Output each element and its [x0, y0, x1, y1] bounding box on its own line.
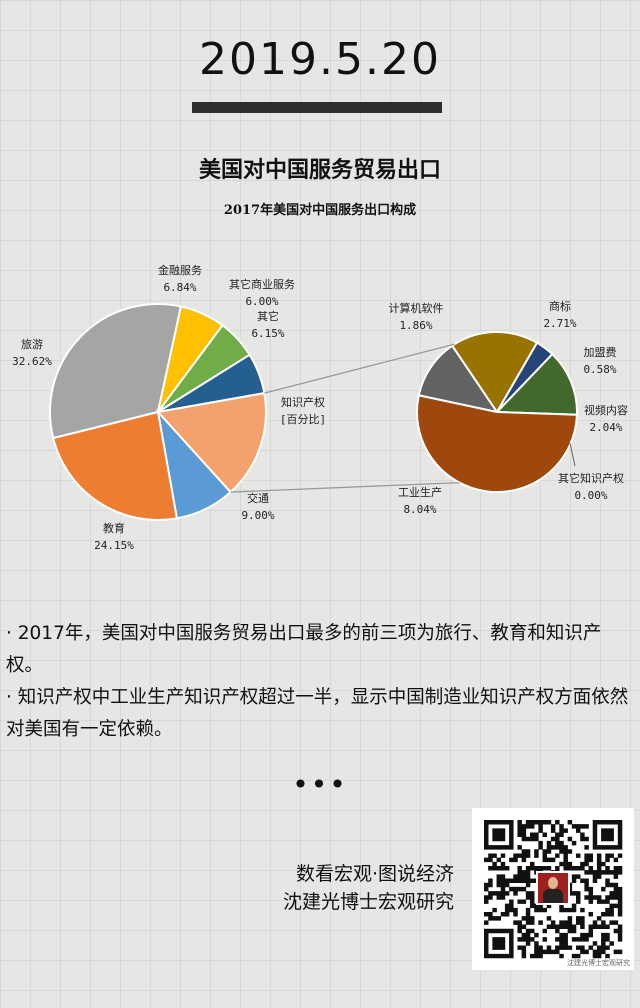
ip-label-3-name: 视频内容 — [584, 403, 628, 417]
main-label-0-name: 旅游 — [21, 337, 43, 351]
ip-label-0-name: 计算机软件 — [389, 301, 444, 315]
main-slice-0 — [49, 303, 183, 440]
ip-label-1-name: 商标 — [549, 299, 571, 313]
footer-line-2: 沈建光博士宏观研究 — [282, 891, 454, 913]
ip-slice-5 — [416, 394, 578, 493]
ip-label-1-value: 2.71% — [543, 317, 576, 330]
ip-label-2-name: 加盟费 — [584, 346, 617, 359]
avatar — [536, 871, 570, 905]
main-label-1-name: 金融服务 — [158, 263, 202, 277]
main-label-6-name: 教育 — [103, 521, 125, 535]
date-title: 2019.5.20 — [199, 34, 441, 85]
main-label-2-name: 其它商业服务 — [229, 277, 295, 291]
chart-subtitle: 2017年美国对中国服务出口构成 — [223, 203, 417, 218]
ip-label-5-value: 8.04% — [403, 503, 436, 516]
footer-line-1: 数看宏观·图说经济 — [295, 863, 454, 885]
connector-line-top — [264, 343, 455, 394]
footer-text: 数看宏观·图说经济 沈建光博士宏观研究 — [283, 860, 454, 916]
main-label-4-name: 知识产权 — [281, 395, 325, 409]
main-slice-4 — [156, 392, 267, 494]
pie-of-pie-chart: 旅游 32.62% 金融服务 6.84% 其它商业服务 6.00%其它 6.15% 知识产权 [… — [12, 263, 628, 550]
ip-label-2-value: 0.58% — [583, 363, 616, 376]
ip-slice-0 — [417, 344, 500, 414]
main-slice-6 — [51, 410, 179, 521]
main-label-4-value: [百分比] — [280, 413, 326, 426]
leader-line — [569, 442, 576, 467]
ip-slice-3 — [494, 352, 578, 416]
main-label-6-value: 24.15% — [94, 539, 134, 550]
main-label-2-value: 6.00% — [245, 295, 278, 308]
main-label-5-name: 交通 — [247, 491, 269, 505]
ip-label-4-name: 其它知识产权 — [558, 471, 624, 485]
main-label-0-value: 32.62% — [12, 355, 52, 368]
bullet-1: · 2017年，美国对中国服务贸易出口最多的前三项为旅行、教育和知识产权。 — [6, 623, 602, 676]
main-label-3-name: 其它 — [257, 309, 279, 323]
ip-label-4-value: 0.00% — [574, 489, 607, 502]
commentary: · 2017年，美国对中国服务贸易出口最多的前三项为旅行、教育和知识产权。 · … — [6, 618, 636, 746]
ellipsis-divider: ••• — [292, 768, 348, 801]
title-divider — [192, 102, 442, 113]
main-label-3-value: 6.15% — [251, 327, 284, 340]
chart-title: 美国对中国服务贸易出口 — [198, 157, 441, 183]
main-label-5-value: 9.00% — [241, 509, 274, 522]
main-label-1-value: 6.84% — [163, 281, 196, 294]
qr-code[interactable]: 沈建光博士宏观研究 — [472, 808, 634, 970]
bullet-2: · 知识产权中工业生产知识产权超过一半，显示中国制造业知识产权方面依然对美国有一… — [6, 687, 629, 740]
ip-label-0-value: 1.86% — [399, 319, 432, 332]
ip-label-3-value: 2.04% — [589, 421, 622, 434]
ip-label-5-name: 工业生产 — [398, 485, 442, 499]
connector-line-bottom — [230, 481, 460, 493]
ip-slice-1 — [450, 331, 539, 414]
qr-watermark: 沈建光博士宏观研究 — [567, 959, 630, 967]
